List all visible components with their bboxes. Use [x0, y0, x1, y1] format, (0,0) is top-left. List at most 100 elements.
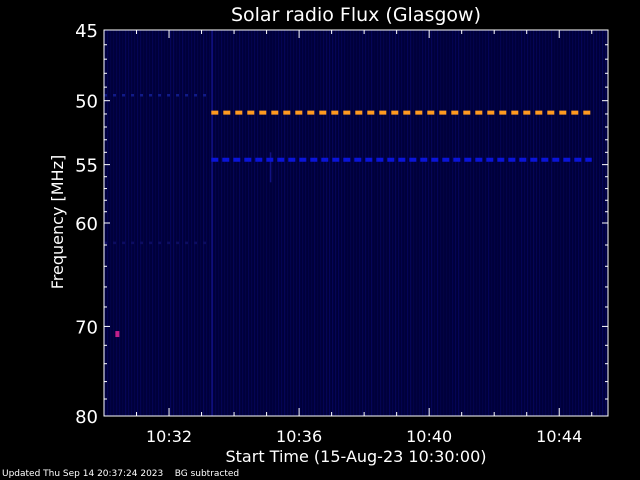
- noise-stripe: [503, 30, 505, 416]
- noise-stripe: [383, 30, 385, 416]
- y-tick-label: 55: [75, 156, 98, 177]
- noise-stripe: [446, 30, 448, 416]
- noise-stripe: [392, 30, 394, 416]
- noise-stripe: [161, 30, 163, 416]
- noise-stripe: [359, 30, 361, 416]
- noise-stripe: [146, 30, 148, 416]
- noise-stripe: [575, 30, 577, 416]
- noise-stripe: [224, 30, 226, 416]
- noise-stripe: [248, 30, 250, 416]
- noise-stripe: [473, 30, 475, 416]
- noise-stripe: [179, 30, 181, 416]
- noise-stripe: [341, 30, 343, 416]
- noise-stripe: [365, 30, 367, 416]
- noise-stripe: [263, 30, 265, 416]
- noise-stripe: [344, 30, 346, 416]
- noise-stripe: [596, 30, 598, 416]
- y-tick-label: 80: [75, 407, 98, 428]
- noise-stripe: [518, 30, 520, 416]
- noise-stripe: [239, 30, 241, 416]
- noise-stripe: [110, 30, 112, 416]
- noise-stripe: [308, 30, 310, 416]
- noise-stripe: [542, 30, 544, 416]
- noise-stripe: [257, 30, 259, 416]
- noise-stripe: [407, 30, 409, 416]
- noise-stripe: [122, 30, 124, 416]
- noise-stripe: [152, 30, 154, 416]
- noise-stripe: [218, 30, 220, 416]
- noise-stripe: [512, 30, 514, 416]
- noise-stripe: [461, 30, 463, 416]
- noise-stripe: [440, 30, 442, 416]
- noise-stripe: [533, 30, 535, 416]
- noise-stripe: [290, 30, 292, 416]
- footer-status: Updated Thu Sep 14 20:37:24 2023 BG subt…: [2, 469, 239, 479]
- noise-stripe: [173, 30, 175, 416]
- updated-timestamp: Updated Thu Sep 14 20:37:24 2023: [2, 469, 164, 479]
- noise-stripe: [500, 30, 502, 416]
- noise-stripe: [113, 30, 115, 416]
- x-axis-label: Start Time (15-Aug-23 10:30:00): [226, 447, 487, 466]
- noise-stripe: [452, 30, 454, 416]
- noise-stripe: [527, 30, 529, 416]
- noise-stripe: [215, 30, 217, 416]
- noise-stripe: [167, 30, 169, 416]
- noise-stripe: [260, 30, 262, 416]
- noise-stripe: [323, 30, 325, 416]
- y-tick-label: 60: [75, 214, 98, 235]
- noise-stripe: [551, 30, 553, 416]
- noise-stripe: [272, 30, 274, 416]
- noise-stripe: [254, 30, 256, 416]
- noise-stripe: [143, 30, 145, 416]
- noise-stripe: [134, 30, 136, 416]
- noise-stripe: [554, 30, 556, 416]
- noise-stripe: [590, 30, 592, 416]
- noise-stripe: [374, 30, 376, 416]
- noise-stripe: [437, 30, 439, 416]
- noise-stripe: [419, 30, 421, 416]
- noise-stripe: [395, 30, 397, 416]
- noise-stripe: [434, 30, 436, 416]
- noise-stripe: [482, 30, 484, 416]
- noise-stripe: [266, 30, 268, 416]
- noise-stripe: [389, 30, 391, 416]
- noise-stripe: [572, 30, 574, 416]
- noise-stripe: [194, 30, 196, 416]
- noise-stripe: [281, 30, 283, 416]
- noise-stripe: [470, 30, 472, 416]
- noise-stripe: [170, 30, 172, 416]
- noise-stripe: [422, 30, 424, 416]
- noise-stripe: [155, 30, 157, 416]
- noise-stripe: [245, 30, 247, 416]
- noise-stripe: [599, 30, 601, 416]
- noise-stripe: [221, 30, 223, 416]
- noise-stripe: [404, 30, 406, 416]
- noise-stripe: [368, 30, 370, 416]
- noise-stripe: [236, 30, 238, 416]
- noise-stripe: [416, 30, 418, 416]
- noise-stripe: [584, 30, 586, 416]
- noise-stripe: [401, 30, 403, 416]
- noise-stripe: [185, 30, 187, 416]
- noise-stripe: [164, 30, 166, 416]
- noise-stripe: [350, 30, 352, 416]
- noise-stripe: [491, 30, 493, 416]
- chart-title: Solar radio Flux (Glasgow): [231, 4, 481, 26]
- noise-stripe: [425, 30, 427, 416]
- noise-stripe: [182, 30, 184, 416]
- noise-stripe: [581, 30, 583, 416]
- noise-stripe: [209, 30, 211, 416]
- noise-stripe: [176, 30, 178, 416]
- noise-stripe: [338, 30, 340, 416]
- noise-stripe: [302, 30, 304, 416]
- noise-stripe: [347, 30, 349, 416]
- noise-stripe: [299, 30, 301, 416]
- noise-stripe: [233, 30, 235, 416]
- noise-stripe: [293, 30, 295, 416]
- noise-stripe: [545, 30, 547, 416]
- noise-stripe: [506, 30, 508, 416]
- noise-stripe: [377, 30, 379, 416]
- noise-stripe: [587, 30, 589, 416]
- noise-stripe: [305, 30, 307, 416]
